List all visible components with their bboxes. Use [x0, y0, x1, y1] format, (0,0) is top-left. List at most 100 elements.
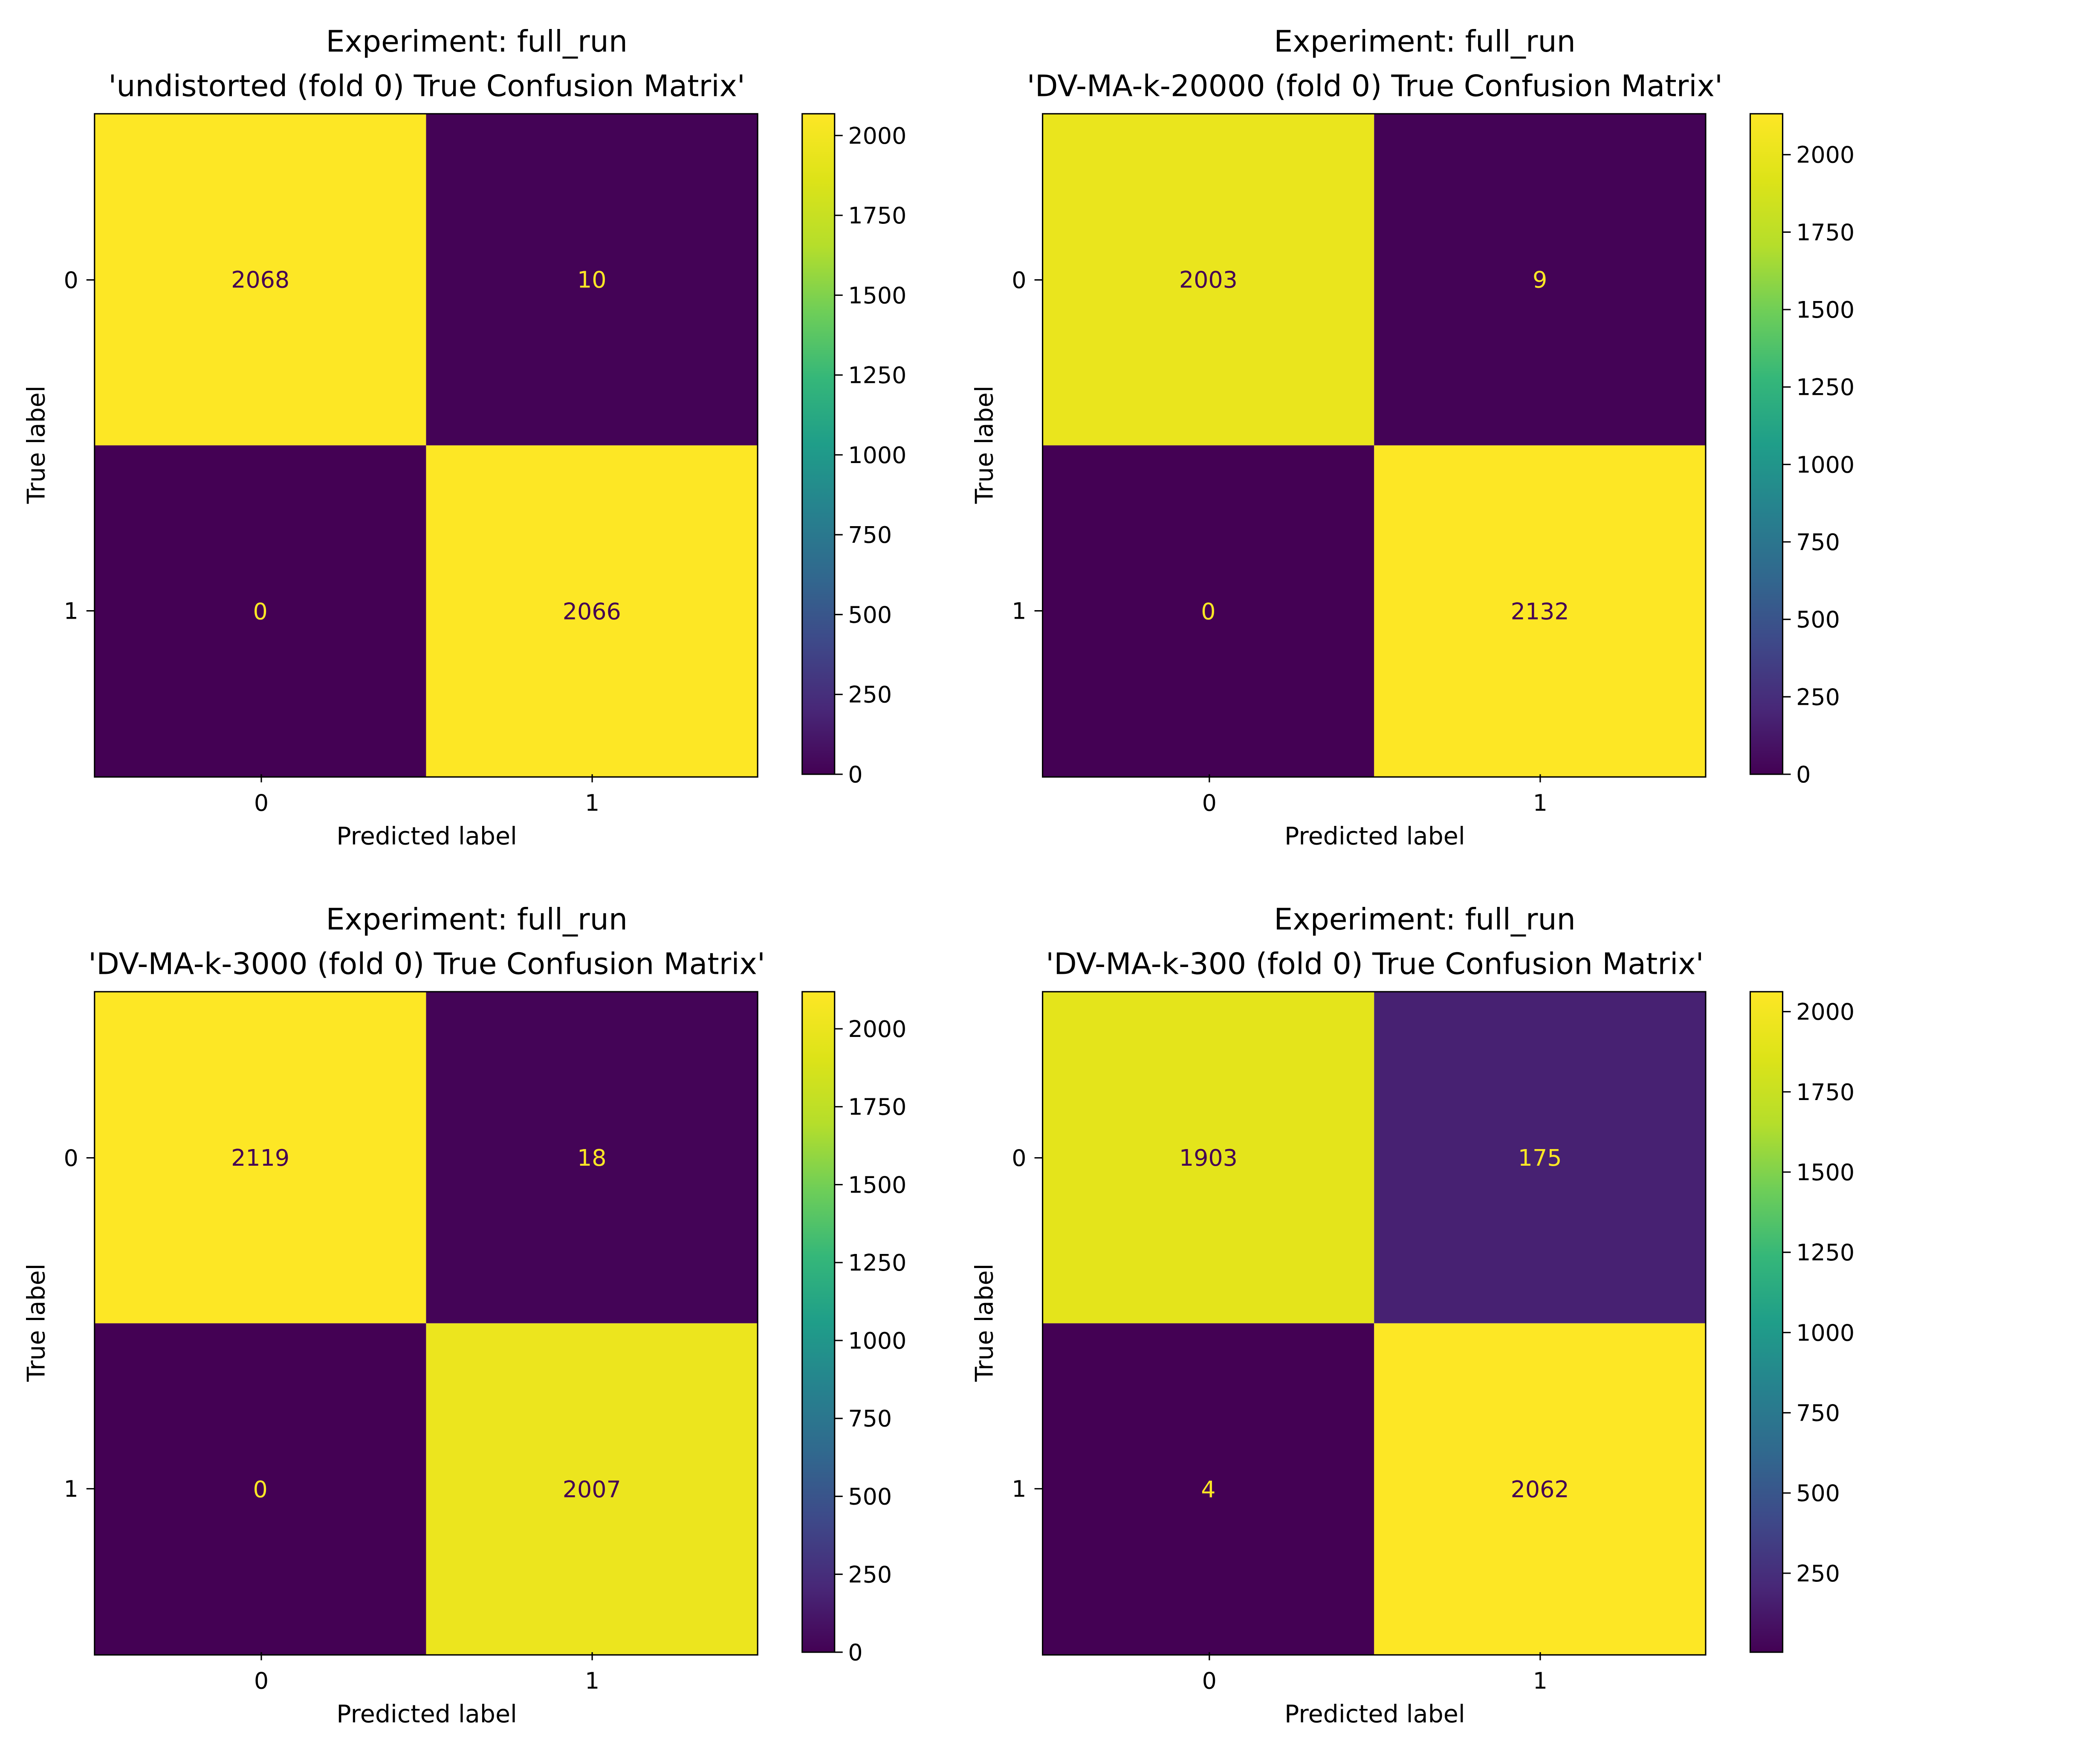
- colorbar-tick-label: 1500: [848, 1171, 906, 1198]
- matrix-cell: [94, 113, 426, 446]
- x-axis-label: Predicted label: [1284, 1700, 1465, 1729]
- colorbar-tick-label: 250: [848, 1561, 892, 1588]
- panel-subtitle: 'undistorted (fold 0) True Confusion Mat…: [108, 69, 745, 104]
- y-axis-label: True label: [23, 1263, 51, 1382]
- matrix-cell: [1042, 113, 1374, 446]
- matrix-cell: [1042, 1323, 1374, 1655]
- colorbar-tick-label: 750: [1796, 529, 1840, 556]
- x-axis-label: Predicted label: [336, 822, 517, 851]
- matrix-cell: [94, 991, 426, 1323]
- x-tick-label: 1: [585, 1668, 599, 1694]
- colorbar-tick-label: 1750: [1796, 1079, 1854, 1106]
- colorbar-tick-label: 500: [848, 601, 892, 628]
- colorbar-tick-label: 1000: [848, 1327, 906, 1354]
- panel-dv-ma-k-20000: Experiment: full_run 'DV-MA-k-20000 (fol…: [970, 24, 1854, 851]
- matrix-frame: [94, 991, 758, 1656]
- panel-title: Experiment: full_run: [1274, 24, 1576, 59]
- colorbar-tick-label: 1000: [848, 442, 906, 469]
- panel-dv-ma-k-3000: Experiment: full_run 'DV-MA-k-3000 (fold…: [23, 902, 907, 1729]
- panel-dv-ma-k-300: Experiment: full_run 'DV-MA-k-300 (fold …: [970, 902, 1854, 1729]
- cell-value-label: 175: [1518, 1144, 1562, 1171]
- colorbar-tick-label: 1250: [1796, 1239, 1854, 1266]
- y-axis-label: True label: [970, 385, 998, 504]
- confusion-matrix: 2119 18 0 2007: [94, 991, 758, 1656]
- colorbar-tick-label: 500: [848, 1483, 892, 1510]
- matrix-cell: [1374, 113, 1706, 446]
- colorbar-tick-label: 2000: [848, 122, 906, 149]
- colorbar-tick-label: 1000: [1796, 451, 1854, 478]
- cell-value-label: 0: [253, 598, 267, 625]
- cell-value-label: 9: [1533, 266, 1547, 293]
- colorbar-tick-label: 250: [1796, 1560, 1840, 1587]
- y-tick-label: 0: [1012, 266, 1026, 293]
- panel-subtitle: 'DV-MA-k-20000 (fold 0) True Confusion M…: [1027, 69, 1723, 104]
- colorbar-tick-label: 500: [1796, 1480, 1840, 1507]
- x-tick-label: 1: [1533, 789, 1548, 816]
- colorbar-tick-label: 250: [848, 681, 892, 708]
- colorbar: 0 250 500 750 1000 1250 1500 1750 2000: [801, 113, 906, 788]
- colorbar-tick-label: 1250: [1796, 374, 1854, 401]
- matrix-cell: [426, 991, 758, 1323]
- y-tick-label: 0: [1012, 1145, 1026, 1172]
- colorbar-tick-label: 0: [1796, 761, 1811, 788]
- panel-title: Experiment: full_run: [1274, 902, 1576, 937]
- colorbar-tick-label: 250: [1796, 683, 1840, 710]
- matrix-cell: [1042, 445, 1374, 777]
- colorbar-gradient: [1749, 991, 1784, 1653]
- y-axis-label: True label: [23, 385, 51, 504]
- colorbar-tick-label: 1750: [848, 202, 906, 229]
- matrix-cell: [1374, 991, 1706, 1323]
- colorbar-tick-label: 750: [848, 1405, 892, 1432]
- cell-value-label: 2119: [231, 1144, 289, 1171]
- colorbar-tick-label: 1000: [1796, 1319, 1854, 1346]
- cell-value-label: 0: [1201, 598, 1215, 625]
- colorbar-tick-label: 1250: [848, 1249, 906, 1276]
- y-tick-label: 0: [64, 266, 78, 293]
- panel-undistorted: Experiment: full_run 'undistorted (fold …: [23, 24, 907, 851]
- panel-title: Experiment: full_run: [326, 24, 628, 59]
- cell-value-label: 2066: [563, 598, 621, 625]
- x-tick-label: 1: [1533, 1668, 1548, 1694]
- y-tick-label: 1: [64, 1476, 78, 1503]
- colorbar-tick-label: 0: [848, 1639, 862, 1666]
- matrix-cell: [1374, 1323, 1706, 1655]
- panel-subtitle: 'DV-MA-k-3000 (fold 0) True Confusion Ma…: [88, 947, 765, 982]
- colorbar-gradient: [801, 991, 836, 1653]
- colorbar-tick-label: 1750: [1796, 219, 1854, 246]
- matrix-cell: [94, 1323, 426, 1655]
- matrix-frame: [94, 113, 758, 778]
- colorbar-tick-label: 1500: [1796, 1159, 1854, 1186]
- confusion-matrix: 2003 9 0 2132: [1041, 113, 1707, 778]
- confusion-matrix: 2068 10 0 2066: [94, 113, 758, 778]
- y-tick-label: 1: [1012, 598, 1026, 625]
- colorbar-tick-label: 1500: [848, 282, 906, 309]
- cell-value-label: 2068: [231, 266, 289, 293]
- x-tick-label: 0: [254, 1668, 269, 1694]
- cell-value-label: 1903: [1179, 1144, 1238, 1171]
- colorbar-tick-label: 0: [848, 761, 862, 788]
- x-axis-label: Predicted label: [1284, 822, 1465, 851]
- matrix-cell: [426, 445, 758, 777]
- cell-value-label: 4: [1201, 1476, 1215, 1503]
- cell-value-label: 10: [577, 266, 607, 293]
- x-tick-label: 0: [254, 789, 269, 816]
- cell-value-label: 18: [577, 1144, 607, 1171]
- panel-subtitle: 'DV-MA-k-300 (fold 0) True Confusion Mat…: [1046, 947, 1704, 982]
- y-axis-label: True label: [970, 1263, 998, 1382]
- colorbar-tick-label: 500: [1796, 606, 1840, 633]
- colorbar-gradient: [1749, 113, 1784, 775]
- matrix-cell: [426, 1323, 758, 1655]
- matrix-cell: [1374, 445, 1706, 777]
- matrix-cell: [94, 445, 426, 777]
- matrix-cell: [1042, 991, 1374, 1323]
- colorbar-tick-label: 1500: [1796, 296, 1854, 323]
- colorbar-tick-label: 2000: [1796, 142, 1854, 168]
- y-tick-label: 1: [1012, 1476, 1026, 1503]
- colorbar-tick-label: 2000: [848, 1016, 906, 1042]
- x-tick-label: 1: [585, 789, 599, 816]
- y-tick-label: 1: [64, 598, 78, 625]
- cell-value-label: 2007: [563, 1476, 621, 1503]
- colorbar: 250 500 750 1000 1250 1500 1750 2000: [1749, 991, 1854, 1653]
- cell-value-label: 2003: [1179, 266, 1238, 293]
